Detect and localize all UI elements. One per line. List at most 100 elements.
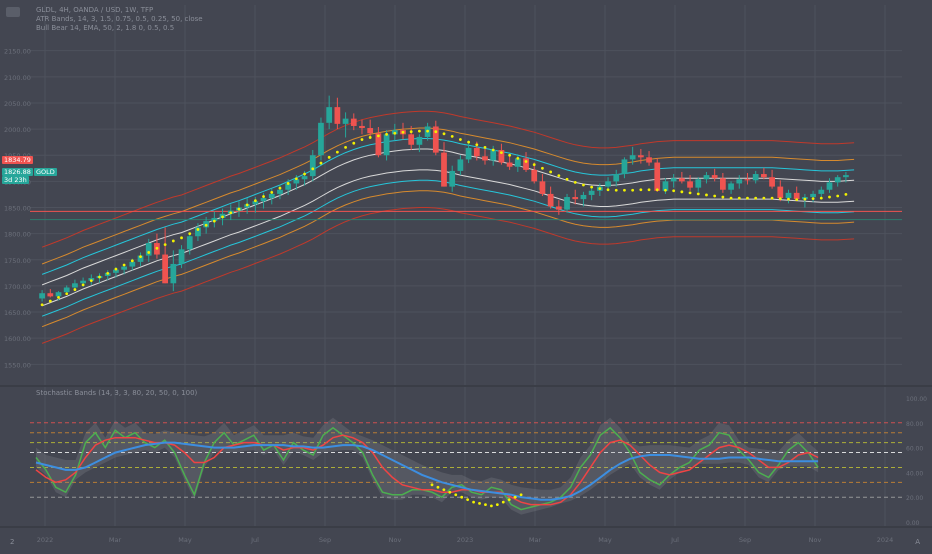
trailing-stop-dot <box>754 196 758 200</box>
time-axis-label: 2022 <box>37 536 54 544</box>
candle-body <box>728 183 734 190</box>
candle-body <box>523 158 529 170</box>
trailing-stop-dot <box>688 191 692 195</box>
oscillator-dot <box>484 503 487 507</box>
time-axis-label: 2024 <box>877 536 894 544</box>
trailing-stop-dot <box>221 215 224 219</box>
oscillator-dot <box>501 500 505 504</box>
candle-body <box>47 293 54 297</box>
trailing-stop-dot <box>778 197 782 201</box>
candle-body <box>834 177 841 183</box>
trailing-stop-dot <box>524 160 528 163</box>
trailing-stop-dot <box>57 296 60 299</box>
candle-body <box>539 181 546 194</box>
candle-body <box>178 249 185 264</box>
trailing-stop-dot <box>623 188 626 192</box>
trailing-stop-dot <box>188 232 192 236</box>
candle-body <box>785 192 792 199</box>
oscillator-axis-tick-label: 100.00 <box>906 396 927 403</box>
candle-body <box>309 155 316 177</box>
trailing-stop-dot <box>262 195 265 198</box>
trailing-stop-dot <box>762 196 766 200</box>
trailing-stop-dot <box>803 197 807 201</box>
time-axis-label: Jul <box>670 536 679 544</box>
oscillator-dot <box>466 498 470 502</box>
trailing-stop-dot <box>614 188 618 192</box>
trailing-stop-dot <box>253 199 257 203</box>
candle-body <box>826 182 833 190</box>
trailing-stop-dot <box>475 143 479 147</box>
trailing-stop-dot <box>598 187 602 191</box>
trailing-stop-dot <box>557 174 561 178</box>
trailing-stop-dot <box>500 151 503 155</box>
time-axis-label: 2023 <box>457 536 474 544</box>
time-axis-label: May <box>598 536 612 544</box>
candle-body <box>605 181 611 187</box>
oscillator-dot <box>478 502 481 505</box>
time-axis-label: Sep <box>739 536 751 544</box>
candle-body <box>564 197 570 210</box>
price-axis-tick-label: 2100.00 <box>4 74 31 82</box>
trailing-stop-dot <box>705 193 708 197</box>
candle-body <box>580 194 587 200</box>
oscillator-line-blue <box>35 441 819 501</box>
candle-body <box>769 177 775 187</box>
oscillator-axis-tick-label: 60.00 <box>906 446 923 453</box>
trailing-stop-dot <box>229 211 233 215</box>
trailing-stop-dot <box>836 194 840 198</box>
trailing-stop-dot <box>360 138 364 141</box>
trailing-stop-dot <box>450 135 454 138</box>
atr-band-inner-lower <box>41 179 855 317</box>
candle-body <box>506 162 513 167</box>
trailing-stop-dot <box>664 188 667 192</box>
price-axis-tick-label: 1600.00 <box>4 335 31 343</box>
price-axis-tick-label: 1850.00 <box>4 205 31 213</box>
candle-body <box>268 193 275 199</box>
candle-body <box>432 126 439 153</box>
candle-body <box>465 147 472 160</box>
trailing-stop-dot <box>746 196 749 200</box>
trailing-stop-dot <box>549 170 553 174</box>
collapse-legend-button[interactable] <box>6 7 20 17</box>
oscillator-axis-tick-label: 20.00 <box>906 495 923 502</box>
trailing-stop-dot <box>582 183 585 187</box>
candle-body <box>482 156 488 161</box>
indicator-legend-2: Bull Bear 14, EMA, 50, 2, 1.8 0, 0.5, 0.… <box>36 24 175 32</box>
trailing-stop-dot <box>270 190 274 194</box>
trailing-stop-dot <box>335 150 339 154</box>
oscillator-dot <box>448 490 452 494</box>
trailing-stop-dot <box>491 148 495 152</box>
trailing-stop-dot <box>442 132 446 136</box>
trailing-stop-dot <box>278 186 282 190</box>
candle-body <box>695 179 702 188</box>
price-axis-tick-label: 2000.00 <box>4 126 31 134</box>
price-axis-tick-label: 1550.00 <box>4 361 31 369</box>
trailing-stop-dot <box>196 228 200 231</box>
trailing-stop-dot <box>811 197 815 201</box>
time-axis-label: Sep <box>319 536 331 544</box>
trailing-stop-dot <box>89 279 93 283</box>
candle-body <box>55 292 62 297</box>
trailing-stop-dot <box>376 134 380 138</box>
trailing-stop-dot <box>294 177 298 181</box>
trailing-stop-dot <box>393 131 397 135</box>
trailing-stop-dot <box>245 203 249 207</box>
auto-scale-button[interactable]: A <box>915 538 920 546</box>
candle-body <box>375 133 382 156</box>
symbol-legend: GLDL, 4H, OANDA / USD, 1W, TFP <box>36 6 154 14</box>
candle-body <box>572 197 579 200</box>
candle-body <box>350 118 357 126</box>
oscillator-dot <box>436 485 440 489</box>
candle-body <box>473 147 480 157</box>
trailing-stop-dot <box>565 177 569 181</box>
candle-body <box>277 189 283 194</box>
candle-body <box>408 134 415 145</box>
trailing-stop-dot <box>171 239 175 243</box>
candle-body <box>629 155 636 160</box>
oscillator-dot <box>513 495 517 499</box>
candle-body <box>621 159 628 175</box>
candle-body <box>703 175 710 180</box>
oscillator-dot <box>442 488 446 492</box>
corner-left-label[interactable]: 2 <box>10 538 15 546</box>
